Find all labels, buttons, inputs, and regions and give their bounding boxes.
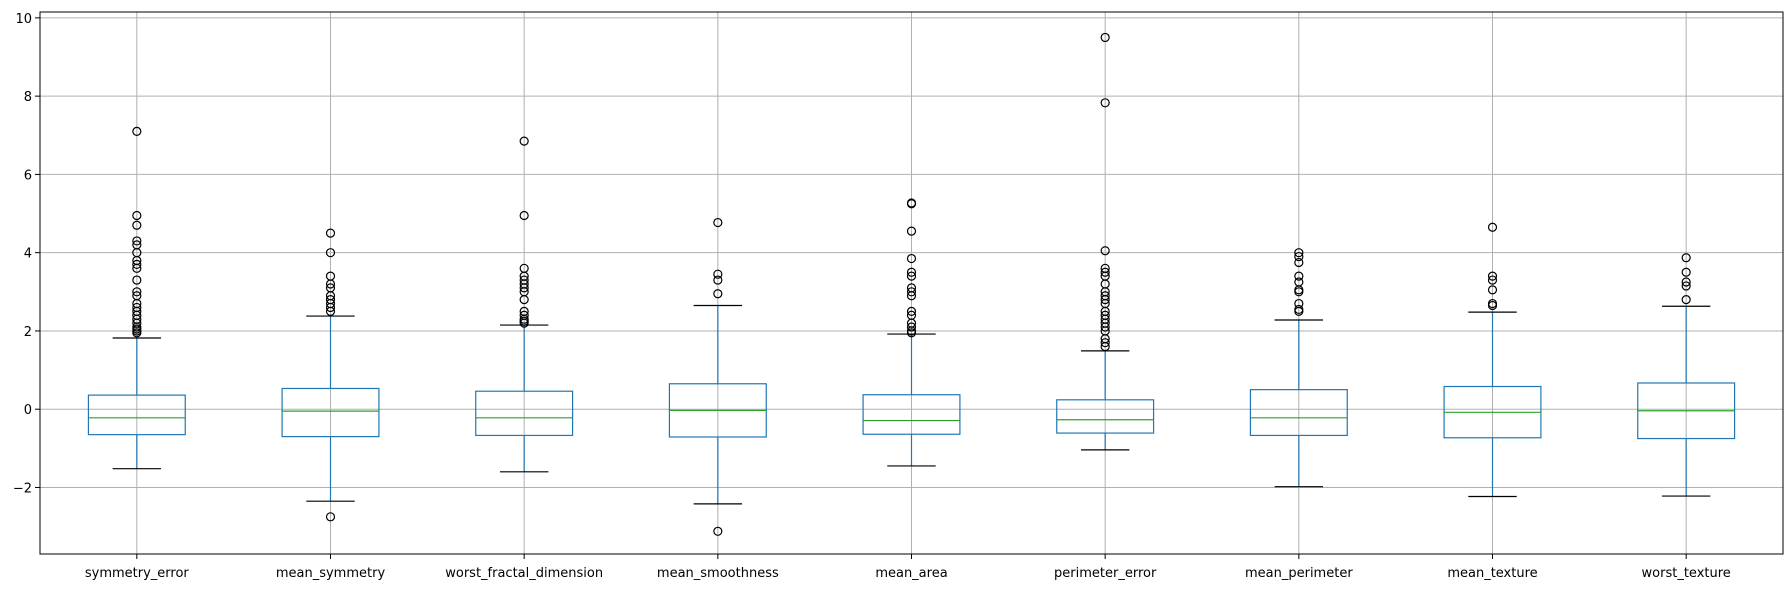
- iqr-box: [475, 390, 574, 437]
- outlier-point: [132, 220, 142, 230]
- x-tick-label: worst_texture: [1642, 566, 1731, 581]
- outlier-point: [325, 295, 336, 305]
- outlier-point: [1100, 32, 1110, 43]
- outlier-point: [1100, 263, 1110, 273]
- outlier-point: [1681, 277, 1691, 287]
- boxes-layer: [87, 32, 1736, 536]
- x-tick-label: mean_area: [875, 566, 947, 581]
- outlier-point: [1100, 291, 1110, 301]
- x-tick-label: symmetry_error: [85, 566, 190, 581]
- outlier-point: [1100, 267, 1110, 277]
- outlier-point: [1294, 304, 1304, 315]
- outlier-point: [713, 526, 723, 536]
- iqr-box: [1056, 399, 1155, 434]
- outlier-point: [713, 289, 723, 299]
- outlier-point: [132, 236, 142, 246]
- iqr-box: [281, 387, 380, 438]
- outlier-point: [132, 259, 142, 270]
- outlier-point: [132, 126, 142, 136]
- outlier-point: [906, 253, 917, 264]
- box-mean-texture: [1443, 222, 1542, 498]
- y-tick-label: 10: [15, 12, 32, 27]
- outlier-point: [325, 512, 336, 522]
- outlier-point: [1487, 298, 1498, 309]
- grid-lines: [40, 12, 1783, 554]
- outlier-point: [1294, 298, 1304, 309]
- outlier-point: [906, 226, 917, 236]
- outlier-point: [519, 136, 529, 146]
- box-symmetry-error: [87, 126, 186, 470]
- outlier-point: [1100, 246, 1110, 256]
- x-tick-label: mean_perimeter: [1245, 566, 1353, 581]
- outlier-point: [325, 283, 336, 293]
- outlier-point: [132, 275, 142, 285]
- box-worst-fractal-dimension: [475, 136, 574, 473]
- outlier-point: [1487, 275, 1498, 285]
- outlier-point: [713, 217, 723, 228]
- outlier-point: [1487, 271, 1498, 281]
- plot-frame: [39, 11, 1784, 555]
- outlier-point: [906, 283, 917, 293]
- outlier-point: [1487, 222, 1498, 232]
- outlier-point: [132, 287, 142, 297]
- x-tick-label: worst_fractal_dimension: [445, 566, 603, 581]
- y-tick-label: 8: [24, 90, 32, 105]
- y-tick-label: 4: [24, 247, 32, 262]
- outlier-point: [906, 322, 917, 332]
- outlier-point: [1294, 271, 1304, 281]
- outlier-point: [1294, 277, 1304, 287]
- y-tick-label: −2: [13, 481, 32, 496]
- x-tick-label: mean_smoothness: [657, 566, 779, 581]
- outlier-point: [132, 302, 142, 313]
- box-mean-perimeter: [1249, 248, 1348, 488]
- outlier-point: [1294, 257, 1304, 268]
- outlier-point: [519, 263, 529, 273]
- outlier-point: [132, 291, 142, 301]
- y-tick-label: 2: [24, 325, 32, 340]
- outlier-point: [132, 240, 142, 250]
- box-perimeter-error: [1056, 32, 1155, 451]
- outlier-point: [1100, 98, 1110, 108]
- x-tick-label: mean_symmetry: [276, 566, 386, 581]
- outlier-point: [1487, 285, 1498, 295]
- outlier-point: [519, 275, 529, 285]
- outlier-point: [1100, 338, 1110, 348]
- outlier-point: [906, 306, 917, 316]
- iqr-box: [862, 394, 961, 435]
- outlier-point: [1100, 310, 1110, 320]
- iqr-box: [1249, 389, 1348, 437]
- outlier-point: [906, 198, 917, 208]
- outlier-point: [325, 228, 336, 238]
- outlier-point: [325, 271, 336, 281]
- outlier-point: [1294, 251, 1304, 262]
- axes-layer: −2 0 2 4 6 8 10 symmetry_error mean_symmetry wors…: [13, 11, 1784, 581]
- outlier-point: [519, 310, 529, 320]
- outlier-point: [713, 269, 723, 279]
- outlier-point: [519, 306, 529, 316]
- outlier-point: [325, 248, 336, 258]
- outlier-point: [906, 267, 917, 277]
- box-mean-area: [862, 198, 961, 467]
- x-tick-label: mean_texture: [1447, 566, 1537, 581]
- outlier-point: [132, 210, 142, 221]
- outlier-point: [1681, 295, 1691, 305]
- outlier-point: [906, 271, 917, 281]
- box-mean-symmetry: [281, 228, 380, 522]
- outlier-point: [1681, 281, 1691, 291]
- outlier-point: [906, 310, 917, 320]
- outlier-point: [1681, 267, 1691, 277]
- outlier-point: [1681, 253, 1691, 263]
- x-tick-label: perimeter_error: [1054, 566, 1157, 581]
- box-worst-texture: [1637, 253, 1736, 497]
- outlier-point: [519, 210, 529, 221]
- outlier-point: [906, 287, 917, 297]
- y-tick-label: 0: [24, 403, 32, 418]
- outlier-point: [713, 275, 723, 285]
- outlier-point: [1294, 248, 1304, 258]
- box-mean-smoothness: [668, 217, 767, 536]
- y-tick-label: 6: [24, 168, 32, 183]
- iqr-box: [87, 394, 186, 436]
